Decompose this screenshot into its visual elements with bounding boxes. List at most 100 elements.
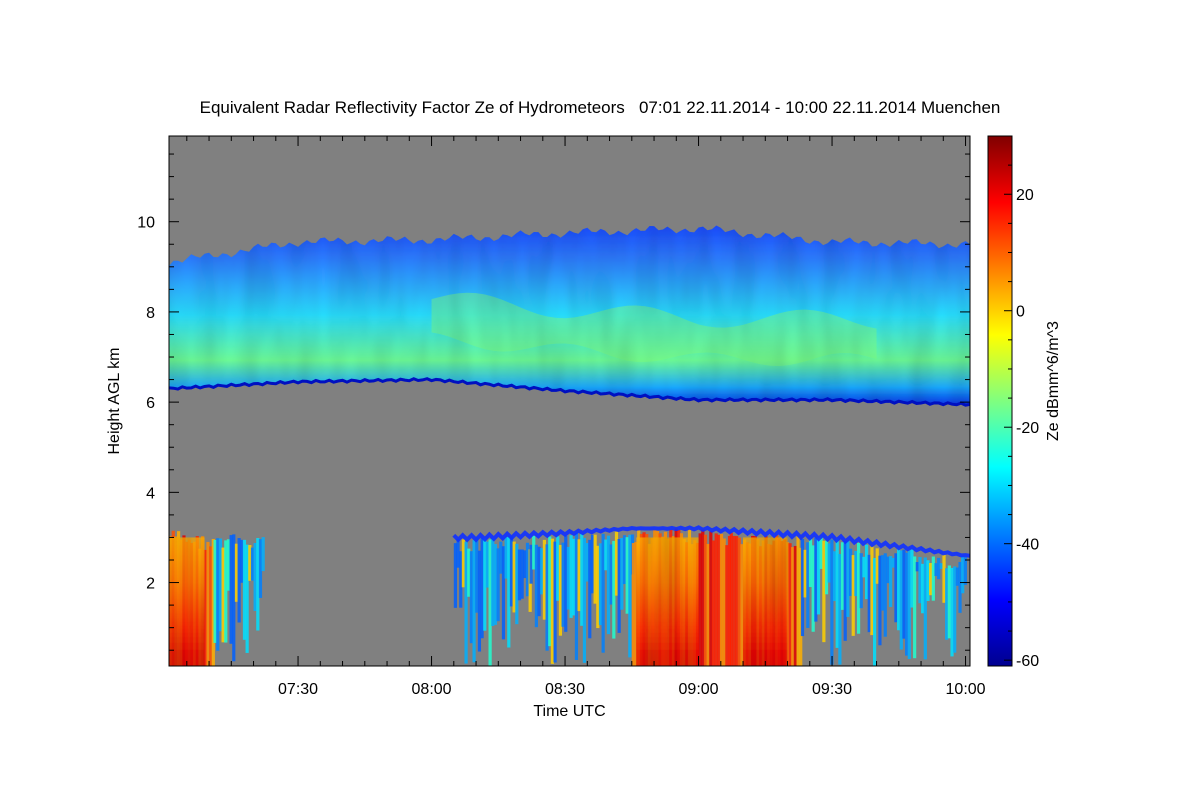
precip-streak [612,540,616,639]
precip-streak [918,557,922,604]
precip-streak [582,537,587,663]
precip-streak [875,548,879,584]
precip-streak [709,531,713,666]
precip-streak [548,536,552,647]
x-axis: 07:30 08:00 08:30 09:00 09:30 10:00 [186,136,986,698]
cirrus-base-edge [169,377,970,407]
precip-streak [891,557,895,568]
precip-streak [537,546,541,617]
precip-streak [606,535,611,635]
y-tick-label: 10 [137,215,155,232]
precip-streak [488,539,492,666]
chart-title: Equivalent Radar Reflectivity Factor Ze … [199,98,1001,117]
precip-streak [459,551,463,608]
precip-streak [953,566,957,653]
colorbar: 20 0 -20 -40 -60 Ze dBmm^6/m^3 [987,135,1062,670]
precip-streak [737,537,741,666]
x-tick-label: 07:30 [278,681,318,698]
precip-streak [856,542,861,634]
precip-streak [598,543,603,626]
precip-streak [491,538,495,626]
colorbar-label: Ze dBmm^6/m^3 [1045,321,1062,441]
precip-streak [870,546,874,636]
precip-streak [945,568,949,640]
precip-streak [806,542,810,628]
precip-streak [788,543,792,666]
precip-streak [588,539,592,639]
precip-streak [574,532,579,660]
precip-streak [897,548,901,631]
precip-streak [566,546,571,610]
precip-streak [561,542,565,627]
precip-streak [921,563,925,614]
precip-streak [862,556,866,578]
y-axis: 2 4 6 8 10 [137,153,970,651]
precip-streak [732,535,736,666]
precip-streak [872,557,877,666]
precip-core [636,537,699,666]
colorbar-tick-label: -20 [1016,420,1039,437]
precip-streak [843,540,847,641]
colorbar-tick-label: -40 [1016,537,1039,554]
precip-streak [485,541,490,588]
precip-streak [811,545,815,632]
precip-streak [800,538,805,637]
precip-streak [580,533,584,626]
precip-streak [963,557,967,585]
precip-streak [939,563,943,569]
x-tick-label: 09:00 [679,681,719,698]
x-tick-label: 10:00 [946,681,986,698]
precip-streak [934,563,938,577]
precip-streak [553,541,557,663]
precip-streak [250,547,255,581]
precip-streak [572,538,576,616]
precip-streak [851,555,855,636]
precip-streak [729,532,733,666]
precip-streak [206,541,210,666]
precip-streak [881,555,885,611]
precip-streak [472,540,476,663]
precip-streak [504,537,508,579]
precip-streak [923,557,927,660]
precip-streak [467,548,471,597]
colorbar-tick-label: 20 [1016,187,1034,204]
precip-streak [237,538,241,623]
precip-streak [711,540,716,666]
precip-streak [791,547,795,666]
precip-streak [232,534,236,662]
precip-streak [507,536,511,648]
y-tick-label: 6 [146,395,155,412]
x-axis-label: Time UTC [533,703,605,720]
precip-streak [701,529,705,666]
precip-streak [846,540,850,617]
precip-streak [824,540,829,595]
precip-streak [564,535,568,632]
precip-streak [512,541,516,613]
precip-streak [475,537,479,613]
x-tick-label: 09:30 [812,681,852,698]
cirrus-layer [169,225,970,406]
precip-streak [499,541,503,574]
precip-streak [864,544,869,600]
precip-streak [501,546,506,640]
x-tick-label: 08:00 [412,681,452,698]
precip-streak [540,548,544,595]
precip-streak [703,534,708,666]
precip-streak [253,543,257,611]
precip-streak [542,539,546,620]
precip-core [169,537,205,666]
precip-streak [614,531,619,596]
precip-streak [832,551,837,602]
precip-streak [456,538,460,568]
precip-streak [258,539,263,598]
precip-streak [958,561,962,613]
precip-streak [532,535,536,570]
precip-streak [706,543,710,666]
precip-streak [590,534,595,594]
precip-streak [937,557,941,580]
precip-streak [601,533,605,653]
precip-streak [854,550,858,597]
precip-streak [867,554,871,633]
precip-streak [493,544,498,625]
precip-streak [609,544,613,605]
